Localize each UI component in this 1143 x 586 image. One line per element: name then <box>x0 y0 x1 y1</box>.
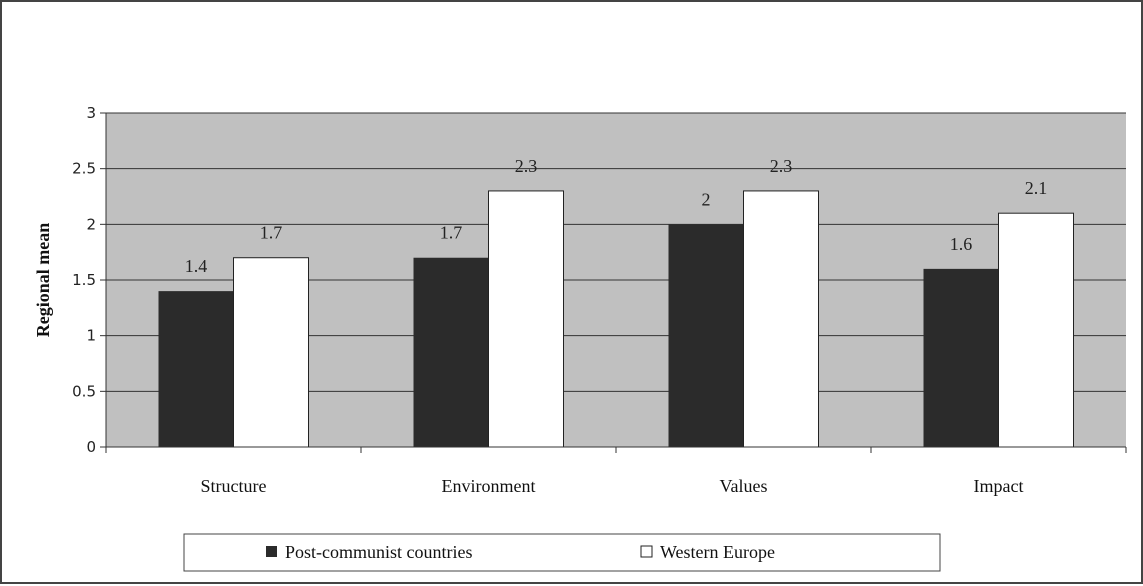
data-label: 2 <box>702 189 711 209</box>
bar-western-europe <box>743 190 819 448</box>
x-category-label: Structure <box>201 476 267 496</box>
y-axis-label: Regional mean <box>33 223 53 338</box>
data-label: 1.6 <box>950 234 973 254</box>
bar-post-communist <box>158 291 234 447</box>
data-label: 2.3 <box>515 156 538 176</box>
legend-label-western-europe: Western Europe <box>660 542 775 562</box>
bar-post-communist <box>413 257 489 447</box>
x-category-label: Impact <box>974 476 1024 496</box>
data-label: 1.4 <box>185 256 208 276</box>
x-category-label: Values <box>720 476 768 496</box>
data-label: 2.1 <box>1025 178 1048 198</box>
bars <box>158 190 1074 448</box>
x-axis-categories: Structure Environment Values Impact <box>105 447 1127 496</box>
y-tick-label: 3 <box>86 104 96 122</box>
y-tick-label: 1.5 <box>72 271 96 289</box>
legend-swatch-western-europe <box>640 545 653 558</box>
bar-western-europe <box>488 190 564 448</box>
y-tick-label: 2 <box>86 215 96 233</box>
bar-western-europe <box>998 212 1074 448</box>
data-label: 1.7 <box>440 223 463 243</box>
bar-western-europe <box>233 257 309 448</box>
y-tick-label: 0 <box>86 438 96 456</box>
y-tick-label: 2.5 <box>72 160 96 178</box>
legend-label-post-communist: Post-communist countries <box>285 542 473 562</box>
legend: Post-communist countries Western Europe <box>183 533 941 572</box>
y-tick-label: 1 <box>86 327 96 345</box>
data-label: 1.7 <box>260 223 283 243</box>
bar-post-communist <box>668 224 744 447</box>
bar-post-communist <box>923 268 999 447</box>
legend-swatch-post-communist <box>266 546 277 557</box>
data-labels: 1.4 1.7 2 1.6 1.7 2.3 2.3 2.1 <box>185 156 1048 276</box>
y-tick-label: 0.5 <box>72 382 96 400</box>
y-axis-ticks: 0 0.5 1 1.5 2 2.5 3 <box>72 104 106 456</box>
x-category-label: Environment <box>442 476 536 496</box>
legend-box <box>183 533 941 572</box>
data-label: 2.3 <box>770 156 793 176</box>
